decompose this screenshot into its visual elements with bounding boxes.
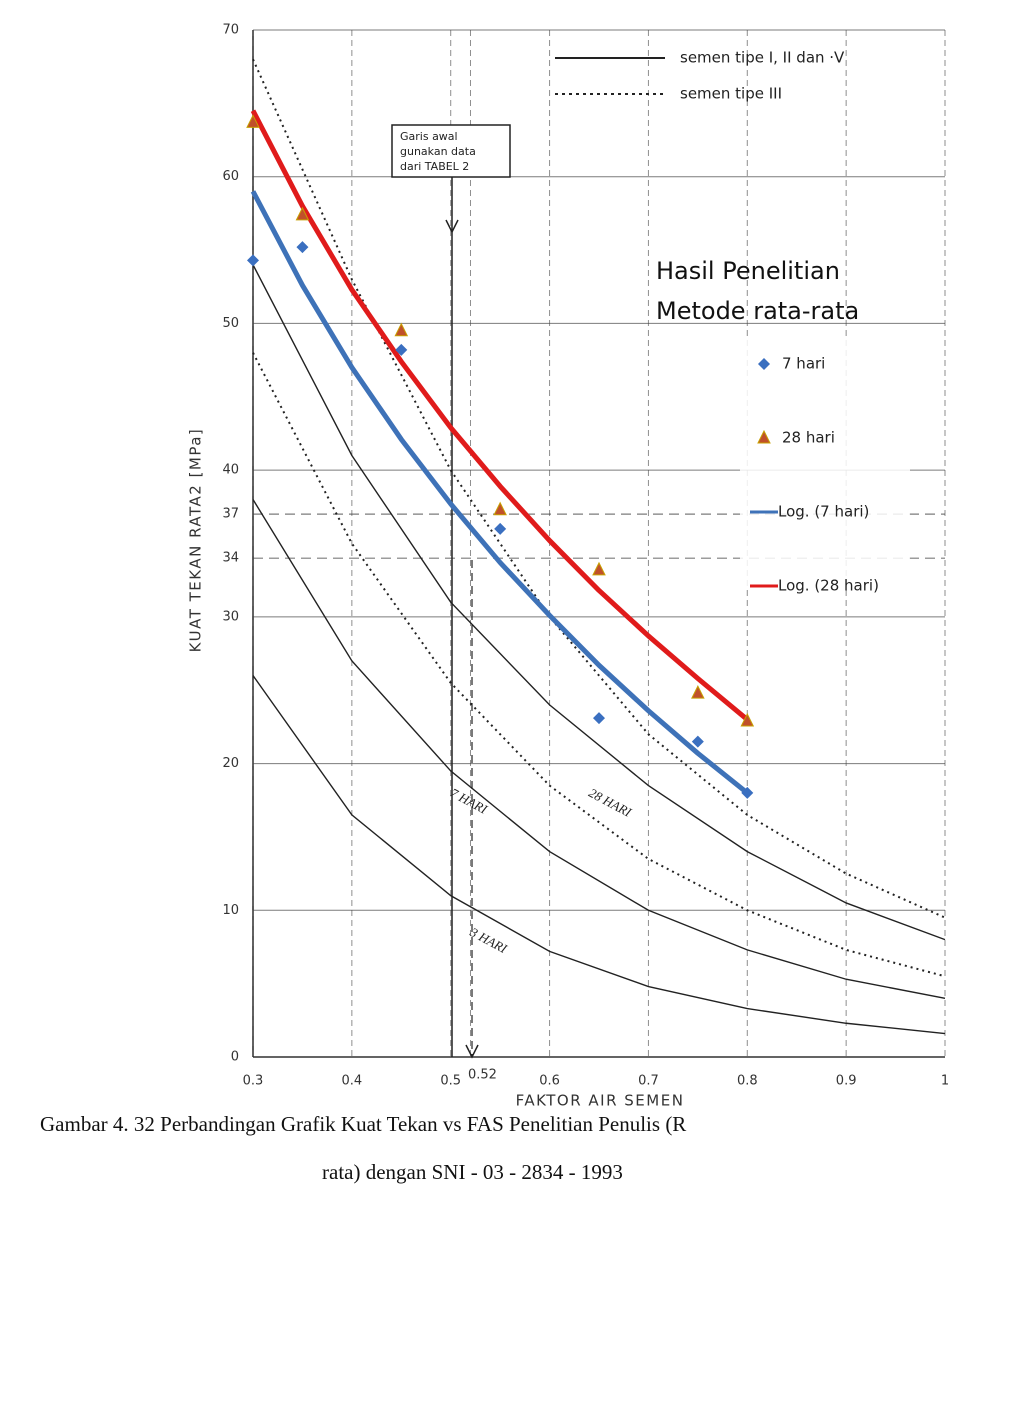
- y-tick-label: 40: [222, 463, 239, 478]
- x-tick-label: 0.6: [539, 1074, 560, 1089]
- point: [593, 712, 605, 725]
- point: [295, 206, 310, 221]
- legend-label: semen tipe I, II dan ·V: [680, 49, 845, 67]
- curve-label: 28 HARI: [586, 785, 634, 820]
- point: [296, 241, 309, 254]
- y-tick-label: 10: [222, 903, 239, 918]
- point: [592, 561, 606, 576]
- y-tick-label: 60: [222, 169, 239, 184]
- caption: Gambar 4. 32 Perbandingan Grafik Kuat Te…: [40, 1112, 687, 1136]
- reference-curve: [252, 499, 946, 1000]
- point: [691, 685, 705, 699]
- x-tick-label: 0.8: [737, 1074, 758, 1089]
- point: [740, 712, 755, 727]
- point: [741, 786, 754, 799]
- legend-label: 7 hari: [782, 355, 825, 373]
- note-text: gunakan data: [400, 145, 476, 158]
- x-tick-label: 0.4: [342, 1074, 363, 1089]
- legend-box: [740, 340, 910, 590]
- note-text: Garis awal: [400, 130, 458, 143]
- point: [394, 322, 409, 337]
- reference-curve: [252, 675, 946, 1035]
- legend-label: Log. (28 hari): [778, 577, 879, 595]
- point: [757, 429, 771, 444]
- x-tick-label: 0.5: [440, 1074, 461, 1089]
- y-tick-label: 34: [222, 551, 239, 566]
- point: [395, 343, 408, 356]
- x-tick-label: 0.9: [836, 1074, 857, 1089]
- y-tick-label: 50: [222, 316, 239, 331]
- x-tick-label: 0.7: [638, 1074, 659, 1089]
- note-box: [391, 124, 511, 178]
- point: [494, 522, 507, 535]
- trend-line: [250, 190, 749, 795]
- y-tick-label: 70: [222, 23, 239, 38]
- arrow-head: [465, 1044, 479, 1059]
- point: [493, 501, 507, 516]
- point: [247, 254, 259, 267]
- legend-label: 28 hari: [782, 429, 835, 447]
- note-text: dari TABEL 2: [400, 160, 469, 173]
- x-tick-label: 1: [941, 1074, 949, 1089]
- curve-label: 3 HARI: [467, 924, 510, 957]
- x-tick-label: 0.3: [243, 1074, 264, 1089]
- y-tick-label: 20: [222, 756, 239, 771]
- y-tick-label: 37: [222, 507, 239, 522]
- x-axis-title: FAKTOR AIR SEMEN: [516, 1092, 685, 1110]
- caption: rata) dengan SNI - 03 - 2834 - 1993: [322, 1160, 623, 1184]
- result-title: Hasil Penelitian: [656, 257, 840, 285]
- point: [246, 114, 260, 128]
- point: [691, 735, 704, 748]
- y-tick-label: 0: [231, 1050, 239, 1065]
- reference-curve: [252, 264, 946, 941]
- curve-label: 7 HARI: [448, 785, 490, 817]
- chart: 0 10 20 30 34 37 40 50 60 70 0.3 0.4 0.5 0.52 0.6 0.7 0.…: [187, 23, 950, 1110]
- legend-label: semen tipe III: [680, 85, 782, 103]
- point: [758, 358, 770, 370]
- x-tick-label: 0.52: [468, 1068, 497, 1083]
- y-tick-label: 30: [222, 609, 239, 624]
- trend-line: [250, 109, 749, 722]
- reference-curve: [252, 352, 946, 978]
- arrow-head: [445, 219, 459, 234]
- result-title: Metode rata-rata: [656, 297, 859, 325]
- y-axis-title: KUAT TEKAN RATA2 [MPa]: [187, 428, 205, 653]
- legend-label: Log. (7 hari): [778, 503, 869, 521]
